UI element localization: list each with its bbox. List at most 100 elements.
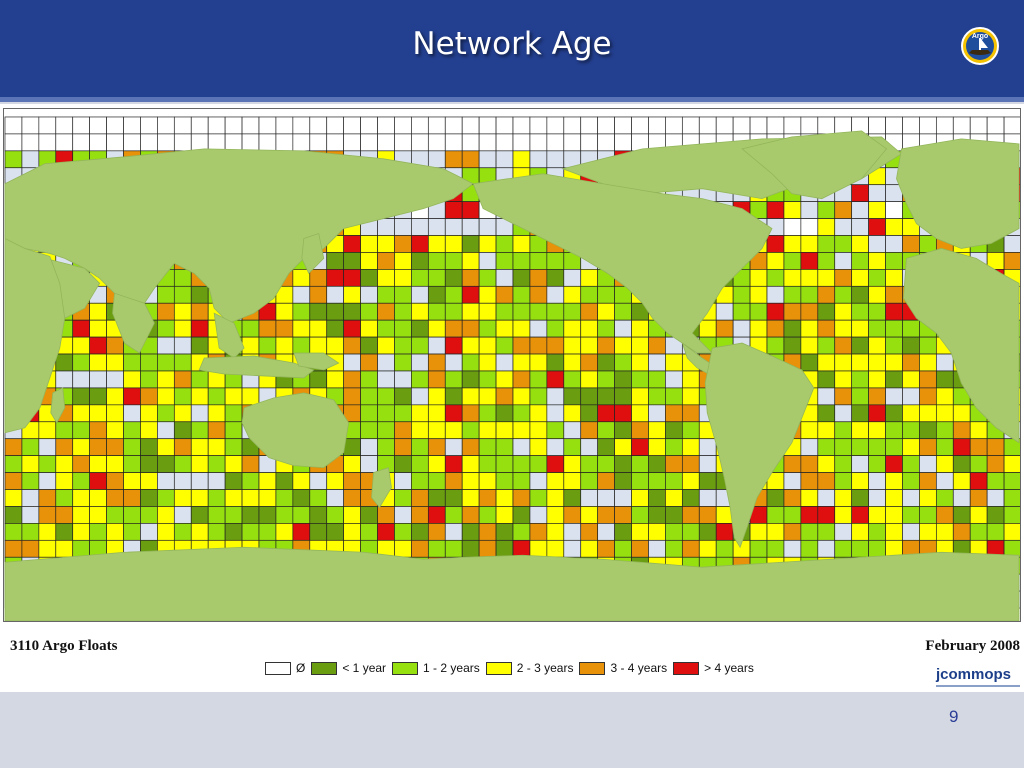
grid-cell: [563, 472, 582, 490]
grid-cell: [648, 455, 666, 473]
grid-cell: [580, 489, 599, 507]
grid-cell: [495, 235, 514, 253]
grid-cell: [597, 421, 615, 440]
grid-cell: [444, 116, 463, 135]
grid-cell: [529, 150, 548, 169]
grid-cell: [72, 472, 90, 490]
grid-cell: [21, 489, 40, 507]
grid-cell: [969, 116, 988, 135]
grid-cell: [597, 438, 615, 456]
grid-cell: [157, 472, 175, 490]
grid-cell: [207, 523, 226, 541]
grid-cell: [478, 455, 497, 473]
grid-cell: [461, 116, 480, 135]
grid-cell: [444, 404, 463, 423]
grid-cell: [902, 319, 920, 338]
grid-cell: [241, 336, 260, 355]
grid-cell: [275, 472, 294, 490]
grid-cell: [360, 133, 378, 152]
grid-cell: [512, 421, 531, 440]
grid-cell: [377, 438, 395, 456]
grid-cell: [38, 472, 57, 490]
grid-cell: [935, 116, 954, 135]
grid-cell: [444, 472, 463, 490]
grid-cell: [326, 302, 345, 321]
grid-cell: [394, 252, 412, 270]
land-southeast-asia: [213, 312, 245, 359]
grid-cell: [902, 506, 920, 524]
grid-cell: [529, 489, 548, 507]
grid-cell: [512, 539, 531, 558]
grid-cell: [411, 269, 429, 287]
grid-cell: [427, 252, 446, 270]
grid-cell: [614, 302, 632, 321]
grid-cell: [224, 133, 243, 152]
grid-cell: [21, 438, 40, 456]
grid-cell: [851, 472, 869, 490]
grid-cell: [207, 116, 226, 135]
grid-cell: [343, 116, 361, 135]
grid-cell: [563, 319, 582, 338]
grid-cell: [444, 387, 463, 406]
grid-cell: [546, 336, 565, 355]
grid-cell: [89, 302, 107, 321]
grid-cell: [394, 353, 412, 372]
grid-cell: [783, 269, 802, 287]
grid-cell: [563, 506, 582, 524]
grid-cell: [258, 523, 277, 541]
grid-cell: [868, 353, 886, 372]
grid-cell: [461, 353, 480, 372]
grid-cell: [106, 421, 124, 440]
land-indonesia: [198, 355, 315, 379]
grid-cell: [529, 387, 548, 406]
grid-cell: [157, 523, 175, 541]
grid-cell: [106, 523, 124, 541]
grid-cell: [309, 336, 328, 355]
grid-cell: [698, 438, 717, 456]
grid-cell: [173, 133, 192, 152]
grid-cell: [868, 539, 886, 558]
grid-cell: [394, 235, 412, 253]
grid-cell: [72, 353, 90, 372]
grid-cell: [597, 387, 615, 406]
grid-cell: [427, 404, 446, 423]
grid-cell: [614, 489, 632, 507]
grid-cell: [631, 404, 649, 423]
grid-cell: [681, 523, 700, 541]
grid-cell: [461, 489, 480, 507]
grid-cell: [478, 404, 497, 423]
grid-cell: [55, 421, 74, 440]
grid-cell: [461, 539, 480, 558]
grid-cell: [919, 404, 937, 423]
grid-cell: [478, 336, 497, 355]
grid-cell: [800, 472, 819, 490]
grid-cell: [461, 269, 480, 287]
grid-cell: [885, 336, 903, 355]
grid-cell: [38, 506, 57, 524]
grid-cell: [106, 506, 124, 524]
grid-cell: [444, 218, 463, 236]
grid-cell: [1003, 489, 1020, 507]
grid-cell: [258, 506, 277, 524]
grid-cell: [360, 438, 378, 456]
grid-cell: [394, 116, 412, 135]
grid-cell: [868, 438, 886, 456]
grid-cell: [512, 336, 531, 355]
slide-header: [0, 0, 1024, 97]
grid-cell: [614, 370, 632, 389]
grid-cell: [580, 523, 599, 541]
grid-cell: [800, 252, 819, 270]
grid-cell: [411, 387, 429, 406]
grid-cell: [411, 506, 429, 524]
grid-cell: [512, 506, 531, 524]
grid-cell: [427, 472, 446, 490]
grid-cell: [360, 421, 378, 440]
grid-cell: [800, 336, 819, 355]
grid-cell: [563, 302, 582, 321]
grid-cell: [394, 523, 412, 541]
grid-cell: [512, 319, 531, 338]
grid-cell: [919, 387, 937, 406]
grid-cell: [275, 302, 294, 321]
grid-cell: [749, 285, 768, 304]
grid-cell: [800, 421, 819, 440]
